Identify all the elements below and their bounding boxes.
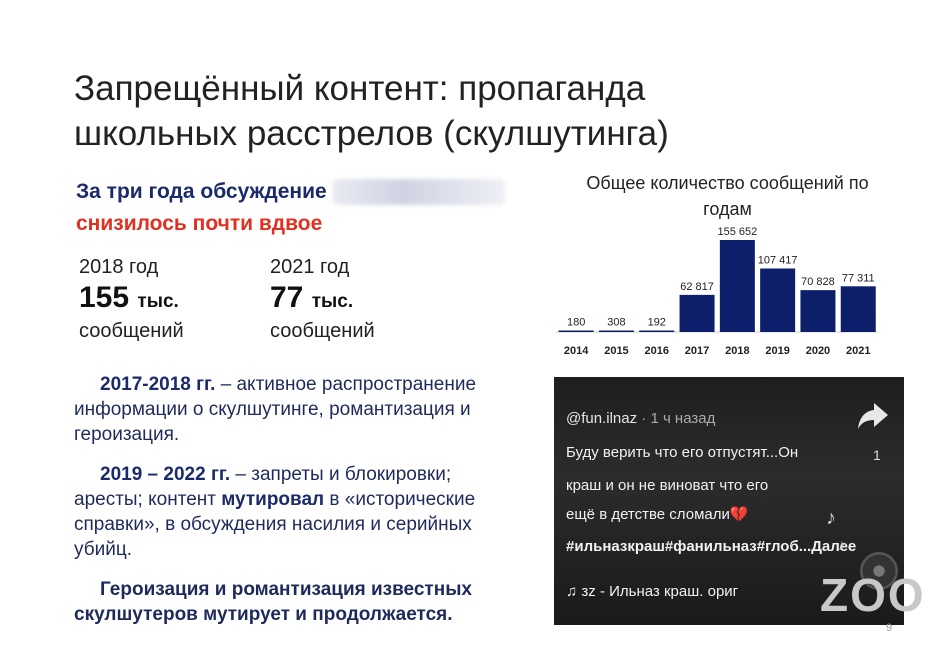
music-disc-icon [860,552,898,590]
blurred-keyword [332,179,505,206]
tick-label-2019: 2019 [765,345,789,357]
music-note-icon: ♪ [838,537,846,554]
music-note-icon: ♫ [566,583,578,600]
chart-title: Общее количество сообщений по годам [586,173,869,219]
bar-2021 [840,286,876,332]
tick-label-2018: 2018 [725,345,749,357]
tick-label-2017: 2017 [685,345,709,357]
tick-label-2014: 2014 [564,345,589,357]
bar-2017 [679,294,715,332]
bar-2019 [760,268,796,332]
zoom-watermark: ZOO [820,569,926,621]
subheading: За три года обсуждение снизилось почти в… [76,176,546,240]
data-label-2016: 192 [648,317,666,329]
stat-year: 2021 год [270,256,350,278]
data-label-2020: 70 828 [801,276,835,288]
bar-2015 [598,330,634,332]
title-line-1: Запрещённый контент: пропаганда [74,69,646,108]
video-caption-line: ещё в детстве сломали💔 [566,506,749,523]
bar-2014 [558,330,594,332]
page-number: 9 [886,622,893,634]
data-label-2019: 107 417 [758,255,798,267]
bar-2016 [639,330,675,332]
video-screenshot: @fun.ilnaz · 1 ч назад Буду верить что е… [554,377,904,625]
stat-2021: 2021 год 77 тыс. сообщений [270,254,375,342]
tick-label-2015: 2015 [604,345,628,357]
paragraph-conclusion: Героизация и романтизация известных скул… [74,579,473,625]
share-arrow-icon [858,403,888,429]
title-line-2: школьных расстрелов (скулшутинга) [74,114,669,153]
stat-unit: сообщений [79,320,184,342]
data-label-2015: 308 [607,317,625,329]
stat-year: 2018 год [79,256,159,278]
data-label-2014: 180 [567,317,585,329]
music-note-icon: ♪ [826,507,836,529]
stat-2018: 2018 год 155 тыс. сообщений [79,254,184,342]
share-count: 1 [873,447,881,463]
video-hashtags: #ильназкраш#фанильназ#глоб...Далее [566,538,857,555]
subheading-line-1: За три года обсуждение [76,180,327,203]
bar-chart: 180 2014 308 2015 192 2016 62 817 2017 155 652 20… [556,226,879,357]
paragraph-2019-2022: 2019 – 2022 гг. – запреты и блокировки; … [74,464,476,560]
video-music: ♫ зz - Ильназ краш. ориг [566,583,739,600]
video-caption-line: Буду верить что его отпустят...Он [566,444,799,461]
paragraph-2017-2018: 2017-2018 гг. – активное распространение… [74,374,477,445]
data-label-2018: 155 652 [717,226,757,238]
stat-value: 77 тыс. [270,281,354,314]
bar-2020 [800,290,836,332]
video-caption-line: краш и он не виноват что его [566,477,769,494]
tick-label-2021: 2021 [846,345,870,357]
stat-unit: сообщений [270,320,375,342]
tick-label-2016: 2016 [645,345,669,357]
data-label-2017: 62 817 [680,281,714,293]
data-label-2021: 77 311 [842,272,875,284]
subheading-line-2: снизилось почти вдвое [76,212,323,235]
bar-2018 [719,240,755,332]
tick-label-2020: 2020 [806,345,830,357]
stat-value: 155 тыс. [79,281,179,314]
slide-title: Запрещённый контент: пропаганда школьных… [74,66,774,156]
video-user: @fun.ilnaz · 1 ч назад [566,410,716,427]
